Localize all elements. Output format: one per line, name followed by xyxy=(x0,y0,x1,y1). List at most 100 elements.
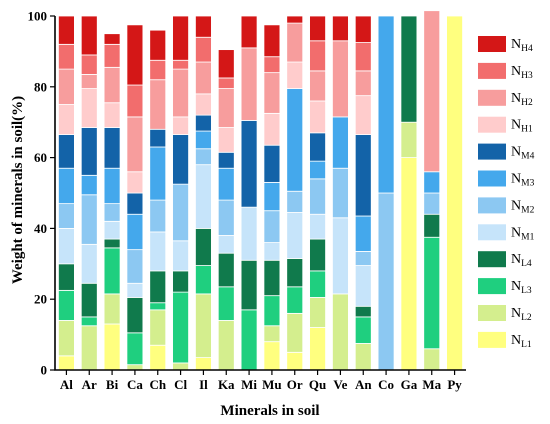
bar-segment-cl-nl2 xyxy=(172,362,189,371)
bar-segment-cl-nh3 xyxy=(172,59,189,70)
bar-segment-ar-nl2 xyxy=(80,325,98,371)
bar-segment-an-nh3 xyxy=(354,42,372,72)
bar-segment-qu-nl4 xyxy=(309,238,326,272)
bar-segment-ca-nm1 xyxy=(126,282,144,298)
bar-segment-qu-nh2 xyxy=(309,70,326,102)
bar-segment-ar-nl3 xyxy=(80,316,98,327)
bar-segment-ka-nm4 xyxy=(217,151,235,169)
legend-swatch-nh2 xyxy=(478,89,506,106)
x-tick-label: Il xyxy=(199,377,208,392)
y-tick-label: 100 xyxy=(28,9,48,24)
bar-segment-mu-nm4 xyxy=(263,144,281,183)
bar-segment-an-nh4 xyxy=(354,15,372,43)
bar-segment-ar-nm1 xyxy=(80,243,98,284)
bar-segment-ar-nh3 xyxy=(80,54,98,75)
bar-segment-or-nl1 xyxy=(286,351,304,371)
bar-segment-an-nm2 xyxy=(354,251,372,266)
bar-segment-ca-nh1 xyxy=(126,171,144,194)
legend-label-nl3: NL3 xyxy=(511,279,532,296)
bar-segment-qu-nm4 xyxy=(309,132,326,162)
legend-swatch-nl1 xyxy=(478,331,506,348)
bar-segment-il-nh1 xyxy=(195,93,212,116)
bar-segment-or-nl3 xyxy=(286,286,304,314)
bar-segment-mu-nl4 xyxy=(263,259,281,297)
bar-segment-ve-nm1 xyxy=(332,217,349,295)
bar-segment-or-nm3 xyxy=(286,88,304,192)
bar-segment-bi-nl1 xyxy=(103,323,121,371)
bar-segment-ar-nm4 xyxy=(80,127,98,176)
bar-segment-mu-nh4 xyxy=(263,24,281,58)
bar-segment-ch-nh4 xyxy=(149,29,167,61)
bar-segment-mu-nm1 xyxy=(263,242,281,261)
legend-label-nm3: NM3 xyxy=(511,172,535,189)
bar-segment-ve-nm3 xyxy=(332,116,349,169)
bar-segment-bi-nl3 xyxy=(103,247,121,295)
bar-segment-bi-nh2 xyxy=(103,66,121,104)
x-tick-label: Ve xyxy=(333,377,347,392)
bar-segment-mi-nl3 xyxy=(240,309,258,371)
bar-segment-cl-nm4 xyxy=(172,134,189,185)
bar-segment-ch-nl4 xyxy=(149,270,167,304)
bar-segment-ch-nm1 xyxy=(149,231,167,272)
x-tick-label: Ch xyxy=(149,377,166,392)
x-tick-label: Ar xyxy=(82,377,97,392)
bar-segment-ar-nl4 xyxy=(80,282,98,318)
x-tick-label: An xyxy=(355,377,372,392)
bar-segment-bi-nm4 xyxy=(103,127,121,169)
x-tick-label: Al xyxy=(60,377,73,392)
bar-segment-ve-nh2 xyxy=(332,40,349,118)
legend-label-nh3: NH3 xyxy=(511,64,533,81)
bar-segment-ga-nl2 xyxy=(400,121,418,158)
bar-segment-co-nm2 xyxy=(377,192,395,371)
legend-swatch-nm1 xyxy=(478,224,506,241)
bar-segment-il-nh4 xyxy=(195,15,212,38)
legend-swatch-nm2 xyxy=(478,197,506,214)
legend: NH4 NH3 NH2 NH1 NM4 NM3 NM2 NM1 NL4 NL3 NL2 NL1 xyxy=(478,36,535,350)
bar-segment-qu-nl3 xyxy=(309,270,326,298)
bar-segment-cl-nh4 xyxy=(172,15,189,61)
legend-swatch-nl4 xyxy=(478,251,506,268)
bar-segment-bi-nl4 xyxy=(103,238,121,249)
bar-segment-ma-nl2 xyxy=(423,348,441,371)
bar-segment-cl-nh2 xyxy=(172,68,189,118)
bar-segment-an-nm4 xyxy=(354,134,372,217)
bar-segment-il-nm4 xyxy=(195,114,212,132)
x-tick-label: Mu xyxy=(262,377,282,392)
bar-segment-ch-nl1 xyxy=(149,344,167,371)
x-tick-label: Qu xyxy=(309,377,326,392)
bar-segment-qu-nl2 xyxy=(309,297,326,328)
y-tick-label: 60 xyxy=(34,150,47,165)
bar-segment-il-nm3 xyxy=(195,130,212,150)
bar-segment-bi-nh3 xyxy=(103,43,121,68)
bar-segment-ch-nh3 xyxy=(149,59,167,81)
bar-segment-co-nm3 xyxy=(377,15,395,194)
bar-segment-ka-nl4 xyxy=(217,252,235,288)
legend-label-nl1: NL1 xyxy=(511,333,532,350)
bar-segment-il-nl4 xyxy=(195,227,212,266)
bar-segment-an-nl4 xyxy=(354,305,372,318)
legend-swatch-nh1 xyxy=(478,116,506,133)
bar-segment-il-nh3 xyxy=(195,36,212,63)
bar-segment-cl-nl3 xyxy=(172,291,189,364)
legend-swatch-nm3 xyxy=(478,170,506,187)
legend-label-nh1: NH1 xyxy=(511,118,533,135)
x-tick-label: Co xyxy=(378,377,394,392)
bar-segment-an-nh1 xyxy=(354,95,372,135)
bar-segment-ch-nm2 xyxy=(149,199,167,233)
bar-segment-ka-nl3 xyxy=(217,286,235,321)
bar-segment-or-nm2 xyxy=(286,190,304,213)
bar-segment-ka-nh4 xyxy=(217,49,235,79)
bar-segment-cl-nm1 xyxy=(172,240,189,272)
bar-segment-ar-nh1 xyxy=(80,88,98,128)
bar-segment-an-nl2 xyxy=(354,343,372,371)
bar-segment-ve-nh4 xyxy=(332,15,349,42)
bar-segment-mu-nl2 xyxy=(263,325,281,343)
bar-segment-al-nl1 xyxy=(58,355,75,371)
bar-segment-il-nl1 xyxy=(195,357,212,371)
bar-segment-mu-nh2 xyxy=(263,72,281,114)
bar-segment-mi-nh2 xyxy=(240,47,258,121)
bar-segment-al-nl3 xyxy=(58,289,75,321)
bar-segment-ca-nh4 xyxy=(126,24,144,86)
